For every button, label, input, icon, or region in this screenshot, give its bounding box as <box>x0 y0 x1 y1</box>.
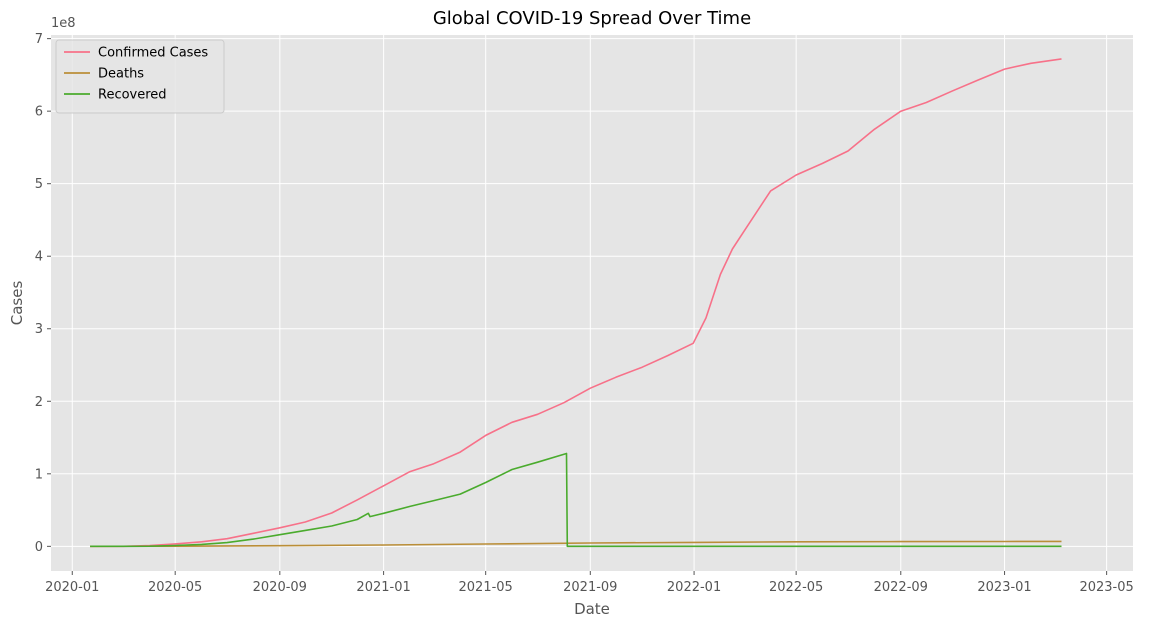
legend-entry-label: Confirmed Cases <box>98 46 208 61</box>
legend-entry-label: Deaths <box>98 67 144 82</box>
legend-entry-label: Recovered <box>98 88 167 103</box>
y-tick-label: 1 <box>35 467 43 482</box>
x-tick-label: 2022-01 <box>667 580 721 595</box>
x-tick-label: 2020-05 <box>148 580 202 595</box>
x-tick-label: 2023-05 <box>1079 580 1133 595</box>
legend-box <box>55 39 225 114</box>
x-axis-ticks: 2020-01 2020-05 2020-09 2021-01 2021-05 2021-… <box>45 571 1134 595</box>
x-tick-label: 2022-09 <box>874 580 928 595</box>
y-tick-label: 6 <box>35 105 43 120</box>
y-tick-label: 5 <box>35 177 43 192</box>
series-line-confirmed-cases <box>90 58 1062 548</box>
legend: Confirmed Cases Deaths Recovered <box>55 39 225 114</box>
y-axis-offset-label: 1e8 <box>51 16 76 31</box>
series-line-recovered <box>90 452 1062 548</box>
y-tick-label: 0 <box>35 540 43 555</box>
y-axis-label: Cases <box>8 281 26 326</box>
y-tick-label: 7 <box>35 32 43 47</box>
y-tick-label: 3 <box>35 322 43 337</box>
x-tick-label: 2021-09 <box>563 580 617 595</box>
data-series <box>90 58 1062 548</box>
x-axis-label: Date <box>574 600 610 618</box>
x-tick-label: 2021-05 <box>459 580 513 595</box>
series-line-deaths <box>90 540 1062 548</box>
chart-title: Global COVID-19 Spread Over Time <box>433 8 751 29</box>
x-tick-label: 2020-09 <box>253 580 307 595</box>
y-axis-ticks: 0 1 2 3 4 5 6 7 <box>35 32 51 555</box>
x-tick-label: 2023-01 <box>977 580 1031 595</box>
x-tick-label: 2021-01 <box>356 580 410 595</box>
x-tick-label: 2022-05 <box>769 580 823 595</box>
y-tick-label: 4 <box>35 250 43 265</box>
y-tick-label: 2 <box>35 395 43 410</box>
x-tick-label: 2020-01 <box>45 580 99 595</box>
plot-area <box>51 35 1133 571</box>
